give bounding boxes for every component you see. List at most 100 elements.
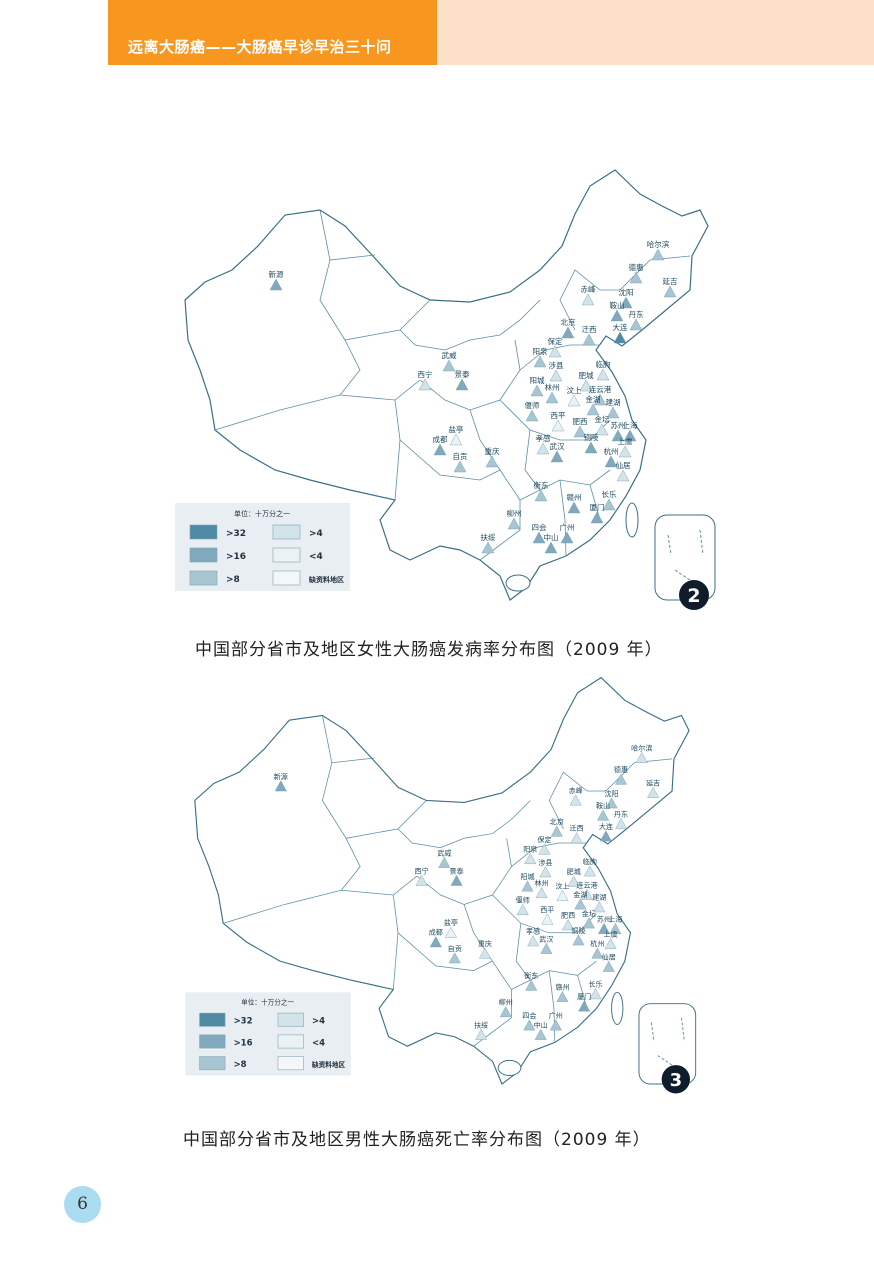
triangle-icon: [615, 773, 628, 785]
legend-label: >16: [234, 1038, 253, 1048]
city-label: 孝感: [536, 433, 551, 443]
header-band-orange: [108, 0, 437, 65]
triangle-icon: [593, 901, 606, 913]
city-marker: 新源: [269, 269, 284, 291]
city-marker: 建湖: [592, 893, 606, 913]
triangle-icon: [433, 443, 447, 456]
city-marker: 丹东: [614, 810, 628, 830]
city-marker: 铜陵: [571, 926, 586, 946]
province-border: [492, 894, 597, 934]
triangle-icon: [540, 942, 553, 954]
city-label: 建湖: [606, 397, 621, 407]
city-label: 丹东: [629, 309, 644, 319]
city-marker: 阳城: [520, 872, 535, 892]
city-marker: 成都: [433, 434, 448, 456]
triangle-icon: [499, 1006, 512, 1018]
triangle-icon: [615, 818, 628, 830]
legend-label: 缺资料地区: [308, 575, 344, 584]
triangle-icon: [611, 429, 625, 442]
city-marker: 西平: [551, 411, 566, 432]
city-marker: 大连: [613, 322, 628, 344]
china-outline: [194, 676, 690, 1085]
triangle-icon: [415, 874, 428, 886]
triangle-icon: [516, 904, 529, 916]
city-label: 柳州: [507, 508, 522, 518]
triangle-icon: [549, 369, 563, 382]
city-label: 衡东: [524, 971, 538, 980]
city-marker: 阳泉: [533, 346, 548, 368]
triangle-icon: [535, 887, 548, 899]
legend: 单位：十万分之一 >32 >16 >8 >4 <4 缺资料地区: [175, 503, 350, 591]
city-marker: 盐亭: [449, 424, 464, 446]
city-label: 铜陵: [571, 926, 585, 935]
legend: 单位：十万分之一 >32 >16 >8 >4 <4 缺资料地区: [185, 992, 351, 1076]
triangle-icon: [602, 498, 616, 511]
city-marker: 苏州: [611, 420, 626, 442]
triangle-icon: [448, 952, 461, 964]
city-label: 杭州: [590, 939, 604, 948]
city-marker: 自贡: [453, 451, 468, 473]
city-label: 延吉: [646, 778, 660, 787]
triangle-icon: [597, 809, 610, 821]
figure-badge: [661, 1065, 691, 1094]
triangle-icon: [527, 935, 540, 947]
triangle-icon: [582, 333, 596, 346]
city-marker: 厦门: [577, 992, 591, 1012]
city-label: 长乐: [602, 489, 617, 499]
city-marker: 鞍山: [596, 801, 610, 821]
city-marker: 大连: [599, 822, 613, 842]
city-marker: 西平: [540, 905, 554, 925]
city-label: 苏州: [611, 420, 626, 430]
triangle-icon: [623, 429, 637, 442]
city-marker: 长乐: [588, 980, 603, 1000]
city-marker: 金湖: [586, 394, 601, 416]
province-border: [469, 409, 521, 561]
legend-swatch: [199, 1056, 226, 1071]
legend-unit: 单位：十万分之一: [241, 998, 294, 1007]
triangle-icon: [485, 455, 499, 468]
city-label: 盐亭: [449, 424, 464, 434]
city-label: 扶绥: [474, 1020, 488, 1029]
city-label: 偃师: [525, 400, 540, 410]
triangle-icon: [590, 511, 604, 524]
city-marker: 柳州: [499, 998, 513, 1018]
triangle-icon: [475, 1028, 488, 1040]
city-marker: 厦门: [590, 503, 605, 524]
triangle-icon: [573, 425, 587, 438]
triangle-icon: [562, 919, 575, 931]
legend-label: 缺资料地区: [311, 1060, 345, 1069]
city-label: 孝感: [526, 927, 540, 936]
legend-label: >8: [226, 575, 240, 585]
city-marker: 鞍山: [610, 300, 625, 322]
triangle-icon: [442, 359, 456, 372]
triangle-icon: [539, 866, 552, 878]
south-sea-dashes: [667, 529, 704, 581]
city-marker: 连云港: [589, 384, 612, 406]
city-marker: 中山: [534, 1020, 548, 1040]
legend-swatch: [189, 547, 218, 563]
city-label: 金坛: [582, 909, 596, 918]
legend-swatch: [277, 1034, 304, 1049]
legend-swatch: [199, 1012, 226, 1027]
city-marker: 武汉: [539, 934, 553, 954]
province-border: [397, 800, 531, 849]
city-label: 汶上: [567, 385, 582, 395]
header-band-peach: [437, 0, 874, 65]
city-marker: 景泰: [455, 369, 470, 391]
city-label: 武汉: [550, 441, 565, 451]
triangle-icon: [560, 531, 574, 544]
legend-label: >4: [309, 529, 323, 539]
triangle-icon: [584, 441, 598, 454]
city-label: 武威: [437, 848, 451, 857]
city-label: 广州: [549, 1011, 563, 1020]
triangle-icon: [596, 368, 610, 381]
triangle-icon: [418, 378, 432, 391]
city-marker: 景泰: [450, 866, 464, 886]
triangle-icon: [572, 934, 585, 946]
city-label: 中山: [534, 1020, 548, 1029]
city-label: 鞍山: [610, 300, 625, 310]
figure-caption-3: 中国部分省市及地区男性大肠癌死亡率分布图（2009 年）: [183, 1130, 651, 1150]
city-label: 金湖: [586, 394, 601, 404]
